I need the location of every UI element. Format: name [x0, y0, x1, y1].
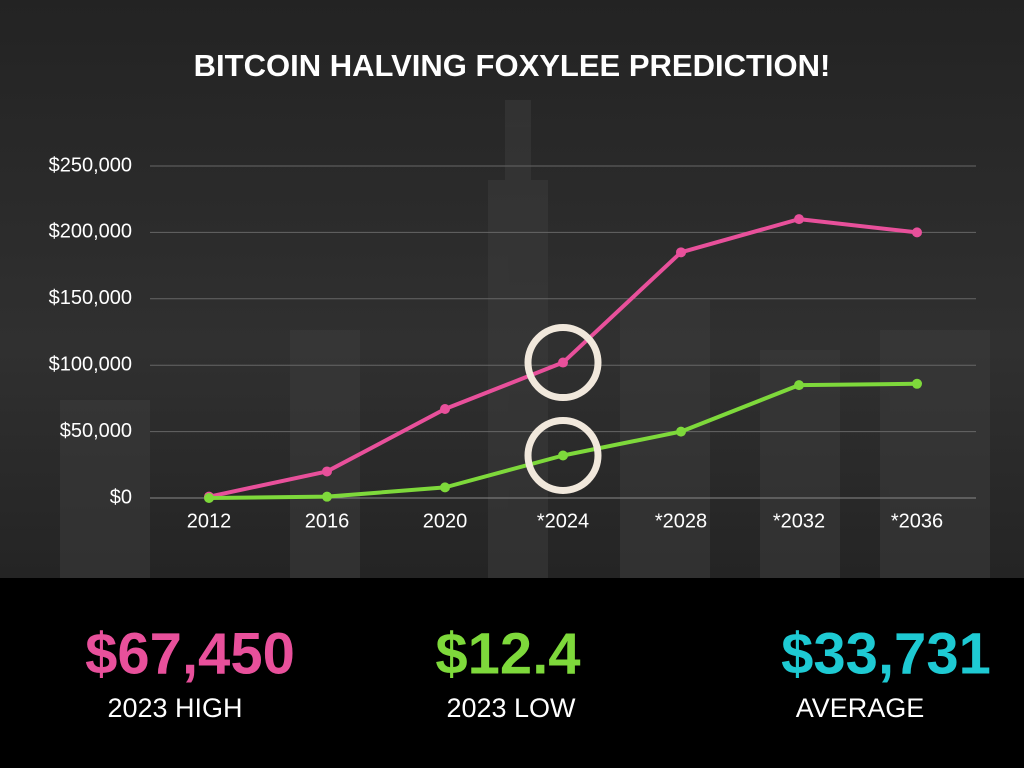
x-tick-label: 2020	[423, 510, 468, 532]
data-point	[912, 378, 922, 389]
data-point	[794, 380, 804, 391]
data-point	[794, 214, 804, 225]
x-tick-label: *2028	[655, 510, 707, 532]
data-point	[440, 404, 450, 415]
x-tick-label: *2036	[891, 510, 943, 532]
stat-label: 2023 LOW	[446, 693, 576, 723]
data-point	[558, 357, 568, 368]
stats-panel	[0, 578, 1024, 768]
chart-title: BITCOIN HALVING FOXYLEE PREDICTION!	[194, 48, 831, 83]
y-tick-label: $50,000	[60, 420, 132, 442]
y-tick-label: $100,000	[49, 353, 132, 375]
stat-label: 2023 HIGH	[107, 693, 242, 723]
stat-value: $12.4	[435, 621, 580, 686]
stat-value: $67,450	[85, 621, 295, 686]
x-tick-label: 2012	[187, 510, 232, 532]
y-tick-label: $150,000	[49, 287, 132, 309]
stat-value: $33,731	[781, 621, 991, 686]
data-point	[912, 227, 922, 238]
data-point	[322, 466, 332, 477]
data-point	[322, 491, 332, 502]
highlight-ring	[524, 417, 602, 495]
data-point	[204, 493, 214, 503]
data-point	[676, 247, 686, 258]
x-tick-label: *2024	[537, 510, 589, 532]
y-tick-label: $0	[110, 486, 132, 508]
data-point	[440, 482, 450, 493]
data-point	[558, 450, 568, 461]
y-tick-label: $250,000	[49, 154, 132, 176]
x-tick-label: *2032	[773, 510, 825, 532]
y-tick-label: $200,000	[49, 221, 132, 243]
highlight-ring	[524, 324, 602, 402]
data-point	[676, 426, 686, 437]
stat-label: AVERAGE	[796, 693, 925, 723]
x-tick-label: 2016	[305, 510, 350, 532]
